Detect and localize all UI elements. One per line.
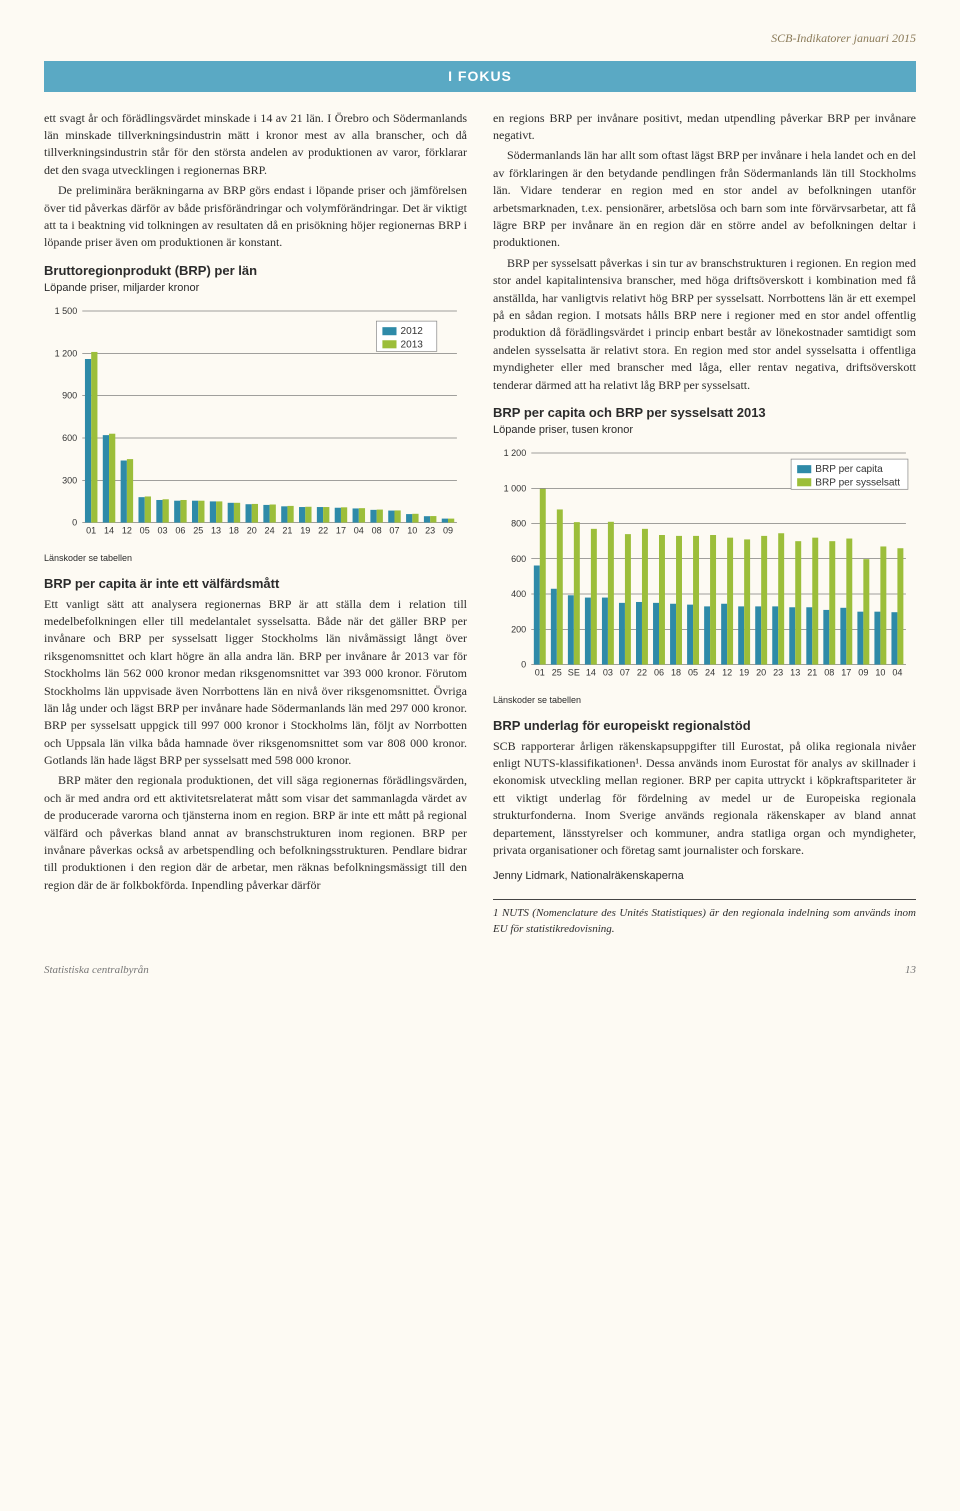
para: BRP mäter den regionala produktionen, de… [44,772,467,894]
subhead-capita: BRP per capita är inte ett välfärdsmått [44,575,467,594]
svg-text:01: 01 [535,667,545,677]
chart1-note: Länskoder se tabellen [44,552,467,565]
svg-text:05: 05 [688,667,698,677]
svg-text:300: 300 [62,475,77,485]
svg-text:900: 900 [62,390,77,400]
byline: Jenny Lidmark, Nationalräkenskaperna [493,869,916,885]
svg-text:10: 10 [407,525,417,535]
running-head: SCB-Indikatorer januari 2015 [44,30,916,47]
svg-text:SE: SE [568,667,580,677]
para: en regions BRP per invånare positivt, me… [493,110,916,145]
svg-text:18: 18 [671,667,681,677]
svg-text:07: 07 [389,525,399,535]
svg-text:12: 12 [122,525,132,535]
para: Södermanlands län har allt som oftast lä… [493,147,916,251]
svg-text:21: 21 [282,525,292,535]
svg-text:25: 25 [193,525,203,535]
para: De preliminära beräkningarna av BRP görs… [44,182,467,252]
svg-text:20: 20 [756,667,766,677]
svg-text:21: 21 [807,667,817,677]
svg-text:400: 400 [511,589,526,599]
svg-text:12: 12 [722,667,732,677]
svg-text:04: 04 [354,525,364,535]
right-column: en regions BRP per invånare positivt, me… [493,110,916,942]
chart2: 0 200 400 600 800 1 000 1 200 01 25 SE 14 03 07 22 06 1… [493,445,916,687]
svg-text:2013: 2013 [401,339,424,350]
svg-text:14: 14 [586,667,596,677]
chart2-title: BRP per capita och BRP per sysselsatt 20… [493,404,916,423]
svg-text:BRP per capita: BRP per capita [815,464,883,475]
svg-text:20: 20 [247,525,257,535]
svg-text:17: 17 [336,525,346,535]
svg-text:13: 13 [211,525,221,535]
svg-text:1 000: 1 000 [504,483,527,493]
chart2-note: Länskoder se tabellen [493,694,916,707]
footer-right: 13 [905,963,916,979]
left-column: ett svagt år och förädlingsvärdet minska… [44,110,467,942]
svg-text:600: 600 [62,433,77,443]
svg-text:04: 04 [892,667,902,677]
svg-text:09: 09 [858,667,868,677]
chart1: 0 300 600 900 1 200 1 500 01 14 12 05 03 06 25 13 18 20… [44,303,467,545]
svg-text:800: 800 [511,518,526,528]
svg-text:17: 17 [841,667,851,677]
svg-text:23: 23 [773,667,783,677]
svg-text:600: 600 [511,554,526,564]
svg-text:24: 24 [705,667,715,677]
svg-text:1 200: 1 200 [55,348,78,358]
svg-text:03: 03 [158,525,168,535]
subhead-eu: BRP underlag för europeiskt regionalstöd [493,717,916,736]
footnote-separator [493,899,916,900]
svg-text:06: 06 [175,525,185,535]
svg-text:06: 06 [654,667,664,677]
svg-text:24: 24 [265,525,275,535]
para: SCB rapporterar årligen räkenskapsuppgif… [493,738,916,860]
svg-text:13: 13 [790,667,800,677]
svg-text:14: 14 [104,525,114,535]
svg-text:08: 08 [372,525,382,535]
svg-text:23: 23 [425,525,435,535]
svg-text:200: 200 [511,624,526,634]
chart1-subtitle: Löpande priser, miljarder kronor [44,281,467,297]
svg-text:09: 09 [443,525,453,535]
svg-text:18: 18 [229,525,239,535]
chart1-title: Bruttoregionprodukt (BRP) per län [44,262,467,281]
svg-text:03: 03 [603,667,613,677]
svg-text:22: 22 [637,667,647,677]
fokus-bar: I FOKUS [44,61,916,91]
svg-text:19: 19 [300,525,310,535]
svg-text:25: 25 [552,667,562,677]
svg-text:1 200: 1 200 [504,448,527,458]
svg-text:0: 0 [521,659,526,669]
svg-text:07: 07 [620,667,630,677]
para: ett svagt år och förädlingsvärdet minska… [44,110,467,180]
chart2-subtitle: Löpande priser, tusen kronor [493,423,916,439]
para: Ett vanligt sätt att analysera regionern… [44,596,467,770]
footer-left: Statistiska centralbyrån [44,963,149,979]
svg-text:19: 19 [739,667,749,677]
footnote: 1 NUTS (Nomenclature des Unités Statisti… [493,906,916,938]
svg-text:1 500: 1 500 [55,306,78,316]
svg-text:BRP per sysselsatt: BRP per sysselsatt [815,477,900,488]
svg-text:0: 0 [72,517,77,527]
svg-text:08: 08 [824,667,834,677]
svg-text:22: 22 [318,525,328,535]
para: BRP per sysselsatt påverkas i sin tur av… [493,255,916,394]
svg-text:01: 01 [86,525,96,535]
svg-text:10: 10 [875,667,885,677]
svg-text:2012: 2012 [401,326,424,337]
svg-text:05: 05 [140,525,150,535]
